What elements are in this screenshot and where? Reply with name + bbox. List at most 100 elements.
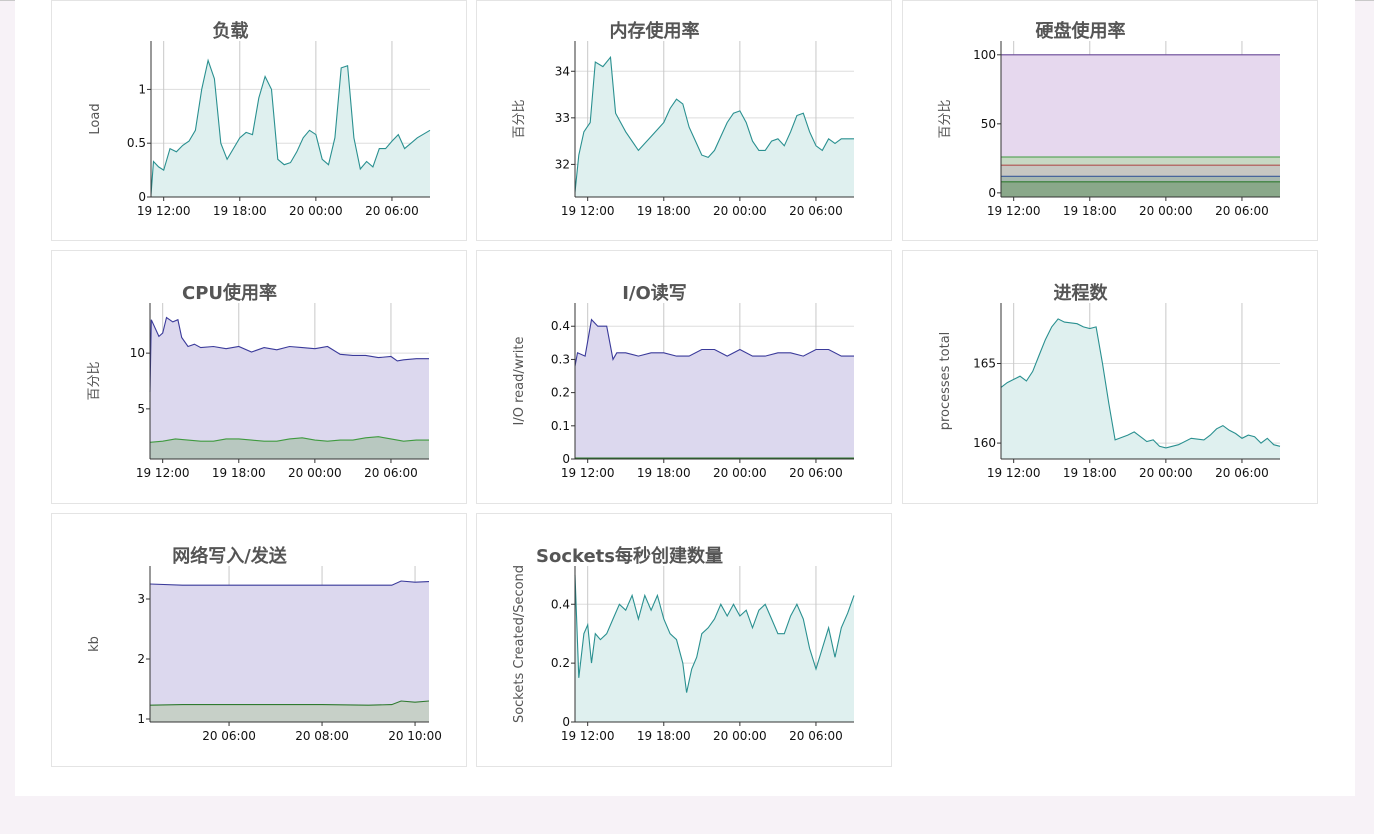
y-tick-label: 0 (138, 190, 146, 204)
x-tick-label: 20 06:00 (364, 466, 418, 480)
series-area-0 (150, 317, 429, 459)
chart-card-sockets: Sockets每秒创建数量 Sockets Created/Second 0 0.2 0… (476, 513, 892, 767)
x-tick-label: 19 18:00 (1063, 204, 1117, 218)
series-area-0 (575, 319, 854, 459)
chart-card-cpu: CPU使用率百分比 5 10 19 12:00 19 18:00 20 00:00 20 0… (51, 250, 467, 504)
series-area-0 (575, 574, 854, 722)
x-tick-label: 20 06:00 (365, 204, 419, 218)
series-line-0 (574, 574, 855, 693)
x-tick-label: 19 18:00 (213, 204, 267, 218)
dashboard-panel: 负载 Load 0 0.5 1 19 12:00 19 18:00 20 00:00 20 06… (15, 0, 1355, 796)
y-tick-label: 33 (555, 111, 570, 125)
chart-svg: 网络写入/发送 kb 1 2 3 20 06:00 20 08:00 20 10:00 (87, 545, 442, 743)
x-tick-label: 19 12:00 (561, 204, 615, 218)
chart-title: 内存使用率 (610, 20, 700, 42)
y-axis-label: 百分比 (87, 361, 102, 400)
x-tick-label: 20 06:00 (202, 729, 256, 743)
x-tick-label: 19 18:00 (637, 204, 691, 218)
chart-title: CPU使用率 (182, 282, 277, 304)
x-tick-label: 20 00:00 (288, 466, 342, 480)
series-line-1 (149, 436, 429, 443)
y-axis-label: 百分比 (512, 99, 527, 138)
y-tick-label: 0.5 (127, 136, 146, 150)
x-tick-label: 20 06:00 (789, 466, 843, 480)
y-tick-label: 100 (973, 48, 996, 62)
x-tick-label: 20 08:00 (295, 729, 349, 743)
chart-card-memory: 内存使用率 百分比 32 33 34 19 12:00 19 18:00 20 00:00 20… (476, 0, 892, 241)
chart-card-disk: 硬盘使用率百分比 0 50 100 19 12:00 19 18:00 20 00:00 20… (902, 0, 1318, 241)
chart-card-load: 负载 Load 0 0.5 1 19 12:00 19 18:00 20 00:00 20 06… (51, 0, 467, 241)
y-tick-label: 50 (981, 117, 996, 131)
x-tick-label: 20 00:00 (713, 466, 767, 480)
x-tick-label: 19 12:00 (561, 729, 615, 743)
y-tick-label: 0 (562, 452, 570, 466)
y-tick-label: 0.2 (551, 386, 570, 400)
series-area-1 (150, 701, 429, 722)
series-area-0 (575, 57, 854, 197)
chart-title: I/O读写 (622, 282, 687, 304)
chart-title: 硬盘使用率 (1036, 20, 1126, 42)
x-tick-label: 20 00:00 (1139, 204, 1193, 218)
x-tick-label: 19 18:00 (212, 466, 266, 480)
chart-svg: 进程数 processes total 160 165 19 12:00 19 18:00… (938, 282, 1281, 480)
series-line-1 (149, 700, 430, 706)
y-tick-label: 34 (555, 64, 570, 78)
x-tick-label: 20 06:00 (1215, 204, 1269, 218)
x-tick-label: 20 06:00 (1215, 466, 1269, 480)
y-tick-label: 0 (988, 186, 996, 200)
x-tick-label: 19 12:00 (987, 466, 1041, 480)
x-tick-label: 19 12:00 (137, 204, 191, 218)
y-axis-label: 百分比 (938, 99, 953, 138)
y-tick-label: 0.4 (551, 319, 570, 333)
chart-title: 进程数 (1054, 282, 1109, 304)
y-tick-label: 5 (137, 402, 145, 416)
x-tick-label: 20 10:00 (388, 729, 442, 743)
chart-card-network: 网络写入/发送 kb 1 2 3 20 06:00 20 08:00 20 10:00 (51, 513, 467, 767)
series-area-4 (1001, 181, 1280, 197)
chart-svg: I/O读写 I/O read/write 0 0.1 0.2 0.3 0.4 19 12:00… (512, 282, 854, 480)
x-tick-label: 19 12:00 (136, 466, 190, 480)
y-tick-label: 0 (562, 715, 570, 729)
y-tick-label: 160 (973, 436, 996, 450)
y-tick-label: 1 (137, 712, 145, 726)
chart-title: 网络写入/发送 (172, 545, 288, 567)
y-tick-label: 2 (137, 652, 145, 666)
y-tick-label: 3 (137, 592, 145, 606)
series-line-0 (149, 580, 430, 586)
y-tick-label: 1 (138, 82, 146, 96)
y-axis-label: Sockets Created/Second (512, 565, 527, 723)
y-axis-label: I/O read/write (512, 337, 527, 426)
chart-card-processes: 进程数 processes total 160 165 19 12:00 19 18:00… (902, 250, 1318, 504)
x-tick-label: 20 06:00 (789, 204, 843, 218)
chart-svg: 负载 Load 0 0.5 1 19 12:00 19 18:00 20 00:00 20 06… (88, 20, 431, 218)
y-tick-label: 32 (555, 157, 570, 171)
y-tick-label: 0.1 (551, 419, 570, 433)
chart-title: 负载 (213, 20, 249, 42)
y-tick-label: 165 (973, 356, 996, 370)
y-axis-label: processes total (938, 332, 953, 431)
x-tick-label: 20 00:00 (289, 204, 343, 218)
x-tick-label: 20 00:00 (713, 729, 767, 743)
x-tick-label: 19 12:00 (987, 204, 1041, 218)
series-area-0 (1001, 318, 1280, 459)
chart-card-io: I/O读写 I/O read/write 0 0.1 0.2 0.3 0.4 19 12:00… (476, 250, 892, 504)
y-tick-label: 0.4 (551, 597, 570, 611)
y-axis-label: kb (87, 636, 102, 652)
x-tick-label: 20 00:00 (1139, 466, 1193, 480)
chart-svg: Sockets每秒创建数量 Sockets Created/Second 0 0.2 0… (512, 545, 855, 743)
x-tick-label: 19 18:00 (637, 729, 691, 743)
y-tick-label: 10 (130, 346, 145, 360)
series-line-0 (150, 58, 431, 195)
y-tick-label: 0.3 (551, 352, 570, 366)
series-line-0 (574, 318, 854, 367)
x-tick-label: 19 12:00 (561, 466, 615, 480)
y-axis-label: Load (88, 103, 103, 134)
series-area-1 (150, 436, 429, 459)
chart-title: Sockets每秒创建数量 (536, 545, 723, 567)
series-line-0 (574, 55, 854, 193)
x-tick-label: 19 18:00 (637, 466, 691, 480)
series-area-0 (151, 60, 430, 198)
